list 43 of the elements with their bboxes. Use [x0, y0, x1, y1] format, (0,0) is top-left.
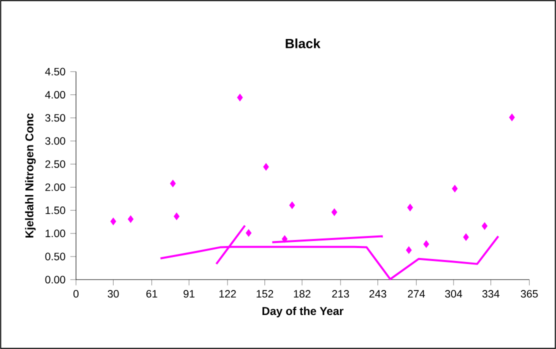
x-tick-label: 91 — [184, 290, 194, 298]
point — [452, 184, 458, 192]
x-axis-title: Day of the Year — [262, 306, 344, 318]
x-tick-label: 274 — [408, 290, 425, 298]
point — [463, 233, 469, 241]
y-tick-label: 0.50 — [45, 252, 66, 260]
x-tick-label: 213 — [332, 290, 349, 298]
point — [406, 246, 412, 254]
point — [282, 235, 288, 243]
y-tick-label: 3.00 — [45, 137, 66, 145]
y-tick-label: 0.00 — [45, 276, 66, 284]
y-tick-label: 3.50 — [45, 114, 66, 122]
y-tick-label: 2.50 — [45, 160, 66, 168]
point — [170, 180, 176, 188]
x-tick-label: 304 — [445, 290, 462, 298]
point — [289, 202, 295, 209]
point — [110, 218, 116, 226]
x-tick-label: 365 — [520, 290, 538, 298]
y-axis-title: Kjeldahl Nitrogen Conc — [25, 113, 36, 238]
chart-title: Black — [286, 38, 320, 48]
x-tick-label: 243 — [369, 290, 386, 298]
x-tick-label: 0 — [73, 290, 79, 298]
point — [509, 114, 515, 122]
point — [246, 229, 252, 237]
x-tick-label: 334 — [482, 290, 500, 298]
point — [482, 222, 488, 230]
point — [331, 208, 338, 216]
x-tick-label: 182 — [294, 290, 310, 298]
point — [174, 212, 180, 220]
x-tick-label: 61 — [146, 290, 158, 298]
point — [237, 94, 243, 102]
y-tick-label: 1.00 — [46, 230, 66, 238]
x-tick-label: 30 — [108, 290, 119, 298]
y-tick-label: 1.50 — [46, 206, 66, 214]
point — [128, 215, 134, 223]
x-tick-label: 122 — [219, 290, 236, 298]
point — [407, 204, 413, 212]
y-tick-label: 4.50 — [45, 68, 66, 76]
point — [423, 240, 430, 248]
point — [263, 163, 269, 171]
y-tick-label: 2.00 — [45, 183, 66, 191]
y-tick-label: 4.00 — [45, 90, 66, 99]
x-tick-label: 152 — [256, 290, 274, 298]
